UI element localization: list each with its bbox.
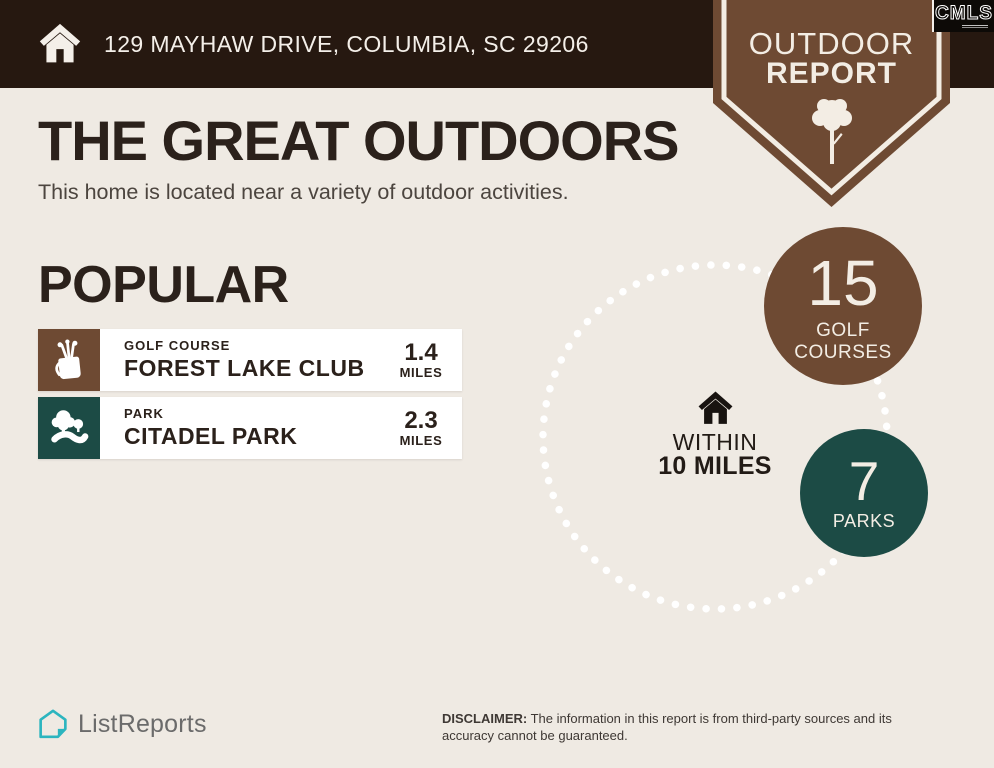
- outdoor-report-badge: OUTDOOR REPORT: [713, 0, 950, 212]
- page-subtitle: This home is located near a variety of o…: [38, 180, 569, 204]
- property-address: 129 MAYHAW DRIVE, COLUMBIA, SC 29206: [104, 30, 589, 57]
- cmls-logo: CMLS: [932, 0, 994, 32]
- tree-icon: [812, 99, 852, 164]
- park-icon-tile: [38, 397, 100, 459]
- place-name: CITADEL PARK: [124, 423, 298, 449]
- cmls-logo-text: CMLS: [935, 3, 993, 24]
- place-name: FOREST LAKE CLUB: [124, 355, 365, 381]
- place-category: PARK: [124, 406, 164, 421]
- listreports-logo-icon: [39, 709, 67, 739]
- parks-label: PARKS: [832, 511, 896, 531]
- listreports-brand: ListReports: [38, 708, 207, 741]
- park-icon: [51, 410, 89, 444]
- distance-value: 2.3: [404, 406, 438, 434]
- place-row-golf-course: GOLF COURSE FOREST LAKE CLUB 1.4 MILES: [38, 329, 462, 391]
- parks-stat-circle: 7 PARKS: [800, 429, 928, 557]
- place-distance: 1.4 MILES: [386, 329, 462, 391]
- parks-count: 7: [848, 450, 880, 512]
- cmls-fine-print: [962, 25, 988, 28]
- distance-unit: MILES: [399, 432, 443, 448]
- home-icon: [39, 23, 81, 63]
- golf-courses-count: 15: [807, 247, 879, 319]
- radius-distance-label: 10 MILES: [658, 452, 772, 480]
- badge-title-line1: OUTDOOR: [748, 26, 915, 61]
- listreports-brand-text: ListReports: [78, 710, 207, 738]
- golf-courses-stat-circle: 15 GOLF COURSES: [764, 227, 922, 385]
- popular-places-list: GOLF COURSE FOREST LAKE CLUB 1.4 MILES: [38, 329, 462, 465]
- popular-section-title: POPULAR: [38, 256, 289, 314]
- disclaimer-text: DISCLAIMER: The information in this repo…: [442, 711, 892, 743]
- distance-value: 1.4: [404, 338, 438, 366]
- place-info: GOLF COURSE FOREST LAKE CLUB: [100, 329, 386, 391]
- badge-title-line2: REPORT: [765, 57, 897, 90]
- place-category: GOLF COURSE: [124, 338, 231, 353]
- distance-unit: MILES: [399, 364, 443, 380]
- page-title: THE GREAT OUTDOORS: [38, 109, 680, 172]
- home-icon-center: [698, 391, 733, 424]
- golf-bag-icon: [55, 339, 81, 380]
- place-distance: 2.3 MILES: [386, 397, 462, 459]
- place-row-park: PARK CITADEL PARK 2.3 MILES: [38, 397, 462, 459]
- golf-courses-label: GOLF COURSES: [794, 320, 892, 363]
- golf-course-icon-tile: [38, 329, 100, 391]
- place-info: PARK CITADEL PARK: [100, 397, 386, 459]
- within-label: WITHIN: [672, 429, 758, 455]
- disclaimer-label: DISCLAIMER:: [442, 711, 528, 726]
